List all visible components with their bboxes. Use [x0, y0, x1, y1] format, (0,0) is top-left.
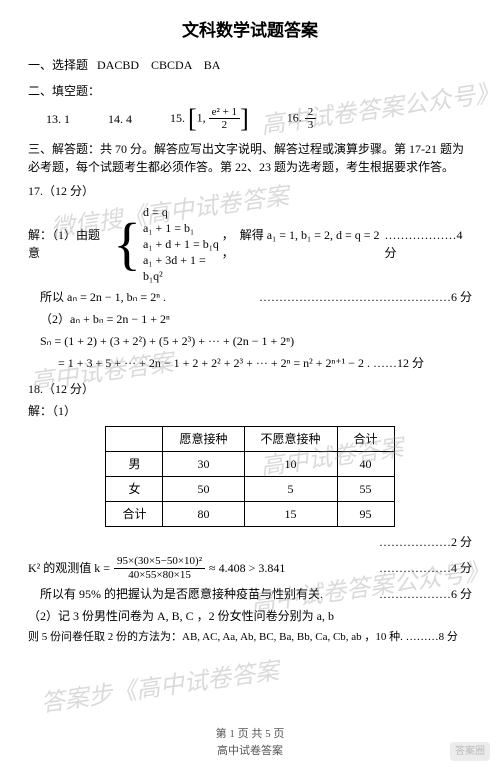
q17-score6: …………………………………………6 分	[259, 288, 472, 306]
fill-15-num: e² + 1	[209, 106, 240, 119]
q17-eq1: d = q	[143, 204, 222, 220]
q17-sn2: = 1 + 3 + 5 + ··· + 2n − 1 + 2 + 2² + 2³…	[58, 354, 472, 372]
q18-score4b: ………………4 分	[379, 559, 472, 577]
fill-14: 14. 4	[108, 110, 132, 128]
td: 女	[106, 477, 163, 502]
q17-part2a: （2）aₙ + bₙ = 2n − 1 + 2ⁿ	[40, 310, 472, 328]
q18-header: 18.（12 分）	[28, 380, 472, 398]
th-blank	[106, 427, 163, 452]
q18-score2: ………………2 分	[28, 533, 472, 551]
td: 15	[244, 502, 337, 527]
fill-13: 13. 1	[46, 110, 70, 128]
q17-eq2: a₁ + 1 = b₁	[143, 220, 222, 236]
fill-16-prefix: 16.	[287, 110, 302, 124]
mc-answers: DACBD CBCDA BA	[97, 58, 220, 72]
corner-logo: 答案圈	[450, 742, 490, 761]
q17-solve: ， 解得 a₁ = 1, b₁ = 2, d = q = 2 ，	[222, 226, 385, 262]
q17-an-bn: 所以 aₙ = 2n − 1, bₙ = 2ⁿ . ………………………………………	[40, 288, 472, 306]
q17-eq-system: d = q a₁ + 1 = b₁ a₁ + d + 1 = b₁q a₁ + …	[143, 204, 222, 285]
td: 10	[244, 452, 337, 477]
fill-row: 13. 1 14. 4 15. [ 1, e² + 12 ] 16. 23	[46, 106, 472, 132]
q17-eq4: a₁ + 3d + 1 = b₁q²	[143, 252, 222, 284]
page-footer: 第 1 页 共 5 页 高中试卷答案	[0, 726, 500, 759]
fill-15-den: 2	[209, 119, 240, 131]
td: 男	[106, 452, 163, 477]
fill-16-num: 2	[305, 106, 317, 119]
k2-den: 40×55×80×15	[114, 569, 205, 581]
k2-num: 95×(30×5−50×10)²	[114, 555, 205, 568]
section-fill-label: 二、填空题：	[28, 82, 472, 100]
th-total: 合计	[337, 427, 394, 452]
section-solve-intro: 三、解答题：共 70 分。解答应写出文字说明、解答过程或演算步骤。第 17-21…	[28, 140, 472, 176]
q17-eq3: a₁ + d + 1 = b₁q	[143, 236, 222, 252]
footer-page: 第 1 页 共 5 页	[0, 726, 500, 743]
td: 95	[337, 502, 394, 527]
td: 30	[163, 452, 244, 477]
th-no: 不愿意接种	[244, 427, 337, 452]
k2-tail: ≈ 4.408 > 3.841	[209, 559, 285, 577]
td: 40	[337, 452, 394, 477]
watermark: 答案步《高中试卷答案	[39, 653, 282, 722]
mc-label: 一、选择题	[28, 58, 88, 72]
footer-sub: 高中试卷答案	[0, 743, 500, 760]
q17-p1-label: 解：（1）由题意	[28, 226, 107, 262]
table-row: 男 30 10 40	[106, 452, 394, 477]
td: 5	[244, 477, 337, 502]
q18-concl: 所以有 95% 的把握认为是否愿意接种疫苗与性别有关. ………………6 分	[40, 585, 472, 603]
td: 50	[163, 477, 244, 502]
page-title: 文科数学试题答案	[28, 18, 472, 44]
q17-header: 17.（12 分）	[28, 182, 472, 200]
k2-label: K² 的观测值 k =	[28, 559, 110, 577]
q17-soA: 所以 aₙ = 2n − 1, bₙ = 2ⁿ .	[40, 290, 166, 304]
q18-score6b: ………………6 分	[379, 585, 472, 603]
fill-15: 15. [ 1, e² + 12 ]	[170, 106, 249, 132]
td: 55	[337, 477, 394, 502]
section-mc: 一、选择题 DACBD CBCDA BA	[28, 56, 472, 74]
q18-table: 愿意接种 不愿意接种 合计 男 30 10 40 女 50 5 55 合计 80…	[105, 426, 394, 527]
table-header-row: 愿意接种 不愿意接种 合计	[106, 427, 394, 452]
td: 80	[163, 502, 244, 527]
q18-concl-text: 所以有 95% 的把握认为是否愿意接种疫苗与性别有关.	[40, 587, 323, 601]
q18-combos: 则 5 份问卷任取 2 份的方法为：AB, AC, Aa, Ab, BC, Ba…	[28, 629, 472, 646]
q17-part1: 解：（1）由题意 { d = q a₁ + 1 = b₁ a₁ + d + 1 …	[28, 204, 472, 285]
q18-part1: 解：（1）	[28, 402, 472, 420]
q18-k2: K² 的观测值 k = 95×(30×5−50×10)² 40×55×80×15…	[28, 555, 472, 580]
q17-score4: ………………4 分	[384, 226, 472, 262]
fill-16-den: 3	[305, 119, 317, 131]
th-yes: 愿意接种	[163, 427, 244, 452]
q18-part2: （2）记 3 份男性问卷为 A, B, C ，2 份女性问卷分别为 a, b	[28, 607, 472, 625]
fill-15-prefix: 15.	[170, 110, 185, 124]
q17-sn1: Sₙ = (1 + 2) + (3 + 2²) + (5 + 2³) + ···…	[40, 332, 472, 350]
table-row: 合计 80 15 95	[106, 502, 394, 527]
td: 合计	[106, 502, 163, 527]
fill-16: 16. 23	[287, 106, 317, 131]
table-row: 女 50 5 55	[106, 477, 394, 502]
